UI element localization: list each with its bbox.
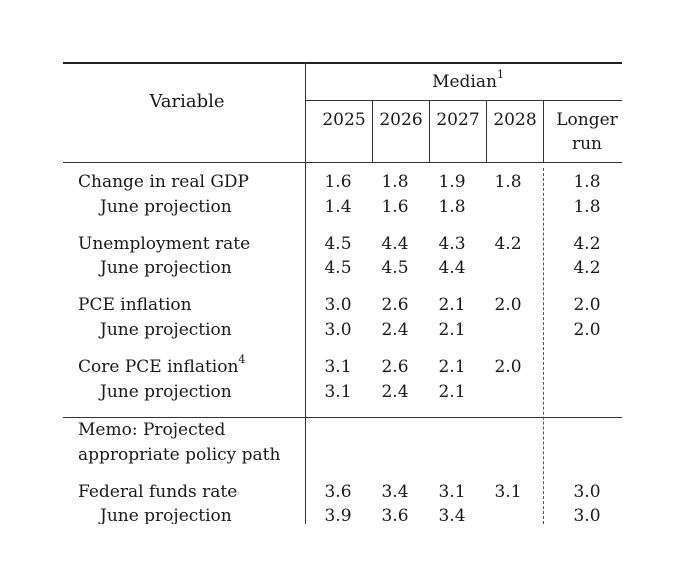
cell-2025: 3.0 (324, 320, 352, 340)
median-header: Median1 (432, 69, 504, 92)
header-bottom-rule (63, 162, 622, 163)
variable-column-rule (305, 62, 306, 524)
cell-2027: 4.4 (438, 258, 466, 278)
cell-2027: 2.1 (438, 295, 466, 315)
row-label: June projection (100, 197, 232, 217)
cell-2026: 3.6 (381, 506, 409, 526)
cell-2025: 3.1 (324, 382, 352, 402)
cell-2025: 1.4 (324, 197, 352, 217)
cell-2027: 1.9 (438, 172, 466, 192)
cell-2026: 2.6 (381, 295, 409, 315)
column-header-longer-run-line1: Longer (556, 110, 618, 130)
cell-2025: 3.9 (324, 506, 352, 526)
cell-2026: 2.4 (381, 382, 409, 402)
column-header-longer-run-line2: run (571, 134, 603, 154)
cell-2027: 2.1 (438, 357, 466, 377)
cell-2027: 2.1 (438, 382, 466, 402)
cell-2026: 1.8 (381, 172, 409, 192)
cell-2026: 4.4 (381, 234, 409, 254)
row-footnote-marker: 4 (238, 353, 246, 367)
column-header-2026: 2026 (379, 110, 423, 130)
cell-2026: 4.5 (381, 258, 409, 278)
longer-run-dashed-divider (543, 168, 544, 524)
cell-2028: 2.0 (494, 357, 522, 377)
cell-longer-run: 1.8 (573, 172, 601, 192)
year-divider-3 (486, 100, 487, 162)
row-label: PCE inflation (78, 295, 192, 315)
cell-2026: 2.4 (381, 320, 409, 340)
cell-2025: 4.5 (324, 258, 352, 278)
year-divider-1 (372, 100, 373, 162)
row-label: June projection (100, 382, 232, 402)
cell-longer-run: 1.8 (573, 197, 601, 217)
row-label-text: Core PCE inflation (78, 357, 239, 377)
cell-2028: 4.2 (494, 234, 522, 254)
cell-2025: 3.6 (324, 482, 352, 502)
median-rule (305, 100, 622, 101)
row-label: June projection (100, 258, 232, 278)
cell-2028: 3.1 (494, 482, 522, 502)
cell-2027: 2.1 (438, 320, 466, 340)
cell-longer-run: 3.0 (573, 482, 601, 502)
cell-longer-run: 3.0 (573, 506, 601, 526)
row-label: June projection (100, 506, 232, 526)
row-label: Change in real GDP (78, 172, 249, 192)
crop-edge (0, 524, 678, 561)
cell-2026: 3.4 (381, 482, 409, 502)
median-footnote-marker: 1 (496, 68, 504, 82)
cell-longer-run: 2.0 (573, 295, 601, 315)
year-divider-2 (429, 100, 430, 162)
cell-2027: 4.3 (438, 234, 466, 254)
longer-run-divider (543, 100, 544, 162)
cell-2025: 3.1 (324, 357, 352, 377)
column-header-2027: 2027 (436, 110, 480, 130)
row-label: Core PCE inflation4 (78, 354, 245, 377)
column-header-2028: 2028 (493, 110, 537, 130)
variable-header: Variable (149, 91, 225, 112)
column-header-2025: 2025 (322, 110, 366, 130)
cell-2028: 1.8 (494, 172, 522, 192)
median-header-label: Median (432, 72, 497, 92)
cell-longer-run: 4.2 (573, 234, 601, 254)
top-rule (63, 62, 622, 64)
cell-2025: 1.6 (324, 172, 352, 192)
cell-2027: 3.1 (438, 482, 466, 502)
row-label: Unemployment rate (78, 234, 251, 254)
cell-2026: 1.6 (381, 197, 409, 217)
cell-2025: 3.0 (324, 295, 352, 315)
cell-2025: 4.5 (324, 234, 352, 254)
cell-2026: 2.6 (381, 357, 409, 377)
memo-rule (63, 417, 622, 418)
memo-heading-line2: appropriate policy path (78, 445, 281, 465)
cell-2027: 1.8 (438, 197, 466, 217)
row-label: Federal funds rate (78, 482, 238, 502)
memo-heading-line1: Memo: Projected (78, 420, 226, 440)
row-label: June projection (100, 320, 232, 340)
cell-2027: 3.4 (438, 506, 466, 526)
cell-longer-run: 2.0 (573, 320, 601, 340)
cell-longer-run: 4.2 (573, 258, 601, 278)
cell-2028: 2.0 (494, 295, 522, 315)
